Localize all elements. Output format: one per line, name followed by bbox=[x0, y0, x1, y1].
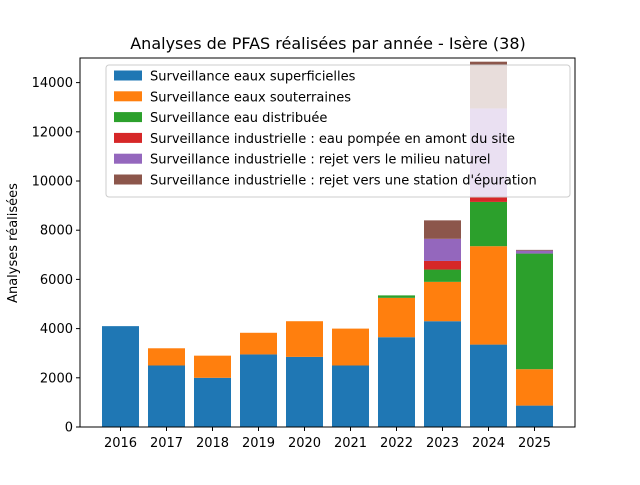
legend-swatch bbox=[114, 174, 142, 185]
y-tick-label: 4000 bbox=[40, 322, 73, 337]
bar-2019-series-2 bbox=[240, 332, 277, 355]
y-tick-label: 14000 bbox=[32, 76, 73, 91]
bar-2025-series-6 bbox=[516, 249, 553, 251]
bar-2025-series-2 bbox=[516, 369, 553, 406]
legend-swatch bbox=[114, 91, 142, 102]
bar-2024-series-1 bbox=[470, 344, 507, 427]
bar-2022-series-2 bbox=[378, 297, 415, 338]
legend-swatch bbox=[114, 70, 142, 81]
x-tick-label: 2019 bbox=[242, 436, 275, 451]
y-tick-label: 6000 bbox=[40, 273, 73, 288]
legend-label: Surveillance eau distribuée bbox=[150, 111, 327, 126]
bar-2023-series-3 bbox=[424, 269, 461, 282]
y-tick-label: 2000 bbox=[40, 371, 73, 386]
chart-title: Analyses de PFAS réalisées par année - I… bbox=[130, 34, 526, 53]
y-tick-label: 8000 bbox=[40, 224, 73, 239]
legend-swatch bbox=[114, 132, 142, 143]
bar-2025-series-1 bbox=[516, 405, 553, 427]
bar-2022-series-3 bbox=[378, 295, 415, 298]
bar-2017-series-2 bbox=[148, 348, 185, 366]
y-axis-label: Analyses réalisées bbox=[6, 183, 21, 303]
x-tick-label: 2018 bbox=[196, 436, 229, 451]
legend-label: Surveillance industrielle : eau pompée e… bbox=[150, 132, 515, 147]
legend-label: Surveillance industrielle : rejet vers l… bbox=[150, 153, 491, 168]
x-tick-label: 2024 bbox=[472, 436, 505, 451]
bar-2018-series-2 bbox=[194, 355, 231, 378]
bar-2023-series-1 bbox=[424, 321, 461, 427]
bar-2016-series-1 bbox=[102, 326, 139, 427]
y-tick-label: 12000 bbox=[32, 125, 73, 140]
bar-2023-series-6 bbox=[424, 220, 461, 239]
x-tick-label: 2017 bbox=[150, 436, 183, 451]
bar-2023-series-5 bbox=[424, 238, 461, 261]
bar-2022-series-1 bbox=[378, 337, 415, 427]
legend-swatch bbox=[114, 112, 142, 123]
bar-2017-series-1 bbox=[148, 365, 185, 427]
bar-2020-series-2 bbox=[286, 321, 323, 357]
legend-label: Surveillance eaux superficielles bbox=[150, 70, 356, 85]
bar-2023-series-2 bbox=[424, 281, 461, 322]
legend: Surveillance eaux superficielles Surveill… bbox=[105, 64, 571, 198]
legend-swatch bbox=[114, 153, 142, 164]
legend-label: Surveillance eaux souterraines bbox=[150, 90, 351, 105]
plot-frame bbox=[79, 57, 576, 428]
legend-box bbox=[105, 64, 571, 198]
x-tick-label: 2020 bbox=[288, 436, 321, 451]
bar-2023-series-4 bbox=[424, 260, 461, 270]
bar-2021-series-2 bbox=[332, 328, 369, 366]
bar-2021-series-1 bbox=[332, 365, 369, 427]
axes-layer: 0 2000 4000 6000 8000 10000 12000 14000 2016 2017… bbox=[32, 57, 576, 451]
x-tick-label: 2021 bbox=[334, 436, 367, 451]
bar-2024-series-3 bbox=[470, 201, 507, 247]
bar-2025-series-5 bbox=[516, 250, 553, 254]
bar-2018-series-1 bbox=[194, 377, 231, 427]
bar-2025-series-3 bbox=[516, 253, 553, 370]
x-tick-label: 2022 bbox=[380, 436, 413, 451]
bar-2019-series-1 bbox=[240, 354, 277, 427]
y-tick-label: 10000 bbox=[32, 175, 73, 190]
bar-2020-series-1 bbox=[286, 356, 323, 427]
bar-2024-series-4 bbox=[470, 196, 507, 202]
y-tick-label: 0 bbox=[65, 421, 73, 436]
x-tick-label: 2025 bbox=[518, 436, 551, 451]
x-tick-label: 2023 bbox=[426, 436, 459, 451]
x-tick-label: 2016 bbox=[104, 436, 137, 451]
legend-label: Surveillance industrielle : rejet vers u… bbox=[150, 174, 537, 189]
bar-2024-series-2 bbox=[470, 246, 507, 345]
